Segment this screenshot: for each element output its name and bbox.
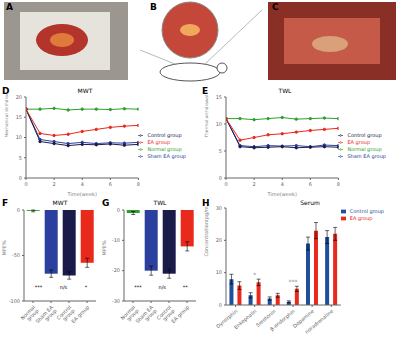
svg-text:8: 8 — [137, 181, 140, 187]
svg-text:-100: -100 — [9, 298, 20, 304]
svg-text:5: 5 — [19, 155, 22, 161]
svg-text:Concentration(pg/ml): Concentration(pg/ml) — [203, 206, 210, 257]
svg-text:5: 5 — [219, 148, 222, 154]
svg-text:β-endorphin: β-endorphin — [269, 308, 297, 333]
svg-text:-30: -30 — [112, 298, 120, 304]
svg-text:20: 20 — [216, 237, 222, 243]
svg-text:15: 15 — [216, 94, 222, 100]
svg-text:6: 6 — [309, 181, 312, 187]
svg-text:noradrenaline: noradrenaline — [304, 308, 335, 335]
svg-text:2: 2 — [253, 181, 256, 187]
svg-text:MPE%: MPE% — [101, 240, 107, 255]
svg-text:0: 0 — [19, 175, 22, 181]
svg-text:Thermal withdrawal Latency(s): Thermal withdrawal Latency(s) — [204, 94, 209, 139]
svg-text:30: 30 — [216, 206, 222, 211]
svg-text:0: 0 — [117, 207, 120, 213]
svg-text:10: 10 — [16, 134, 22, 140]
svg-text:-50: -50 — [12, 252, 20, 258]
svg-text:EA group: EA group — [70, 304, 91, 325]
svg-text:***: *** — [288, 278, 297, 285]
svg-text:Enkephalin: Enkephalin — [233, 308, 259, 331]
svg-text:0: 0 — [219, 175, 222, 181]
svg-text:4: 4 — [81, 181, 84, 187]
svg-text:-20: -20 — [112, 267, 120, 273]
svg-text:0: 0 — [17, 207, 20, 213]
svg-text:6: 6 — [109, 181, 112, 187]
svg-text:20: 20 — [16, 94, 22, 100]
svg-text:Time(week): Time(week) — [267, 191, 297, 197]
svg-text:10: 10 — [216, 121, 222, 127]
svg-text:*: * — [253, 271, 256, 278]
svg-text:8: 8 — [337, 181, 340, 187]
svg-text:-10: -10 — [112, 237, 120, 243]
svg-text:2: 2 — [53, 181, 56, 187]
svg-text:Mechanical Withdrawal Threshol: Mechanical Withdrawal Threshold(g) — [8, 94, 9, 138]
svg-text:0: 0 — [24, 181, 27, 187]
svg-text:15: 15 — [16, 114, 22, 120]
svg-text:Time(week): Time(week) — [67, 191, 97, 197]
svg-text:10: 10 — [216, 269, 222, 275]
svg-text:4: 4 — [281, 181, 284, 187]
svg-text:0: 0 — [219, 302, 222, 308]
svg-text:0: 0 — [224, 181, 227, 187]
svg-text:EA group: EA group — [170, 304, 191, 325]
